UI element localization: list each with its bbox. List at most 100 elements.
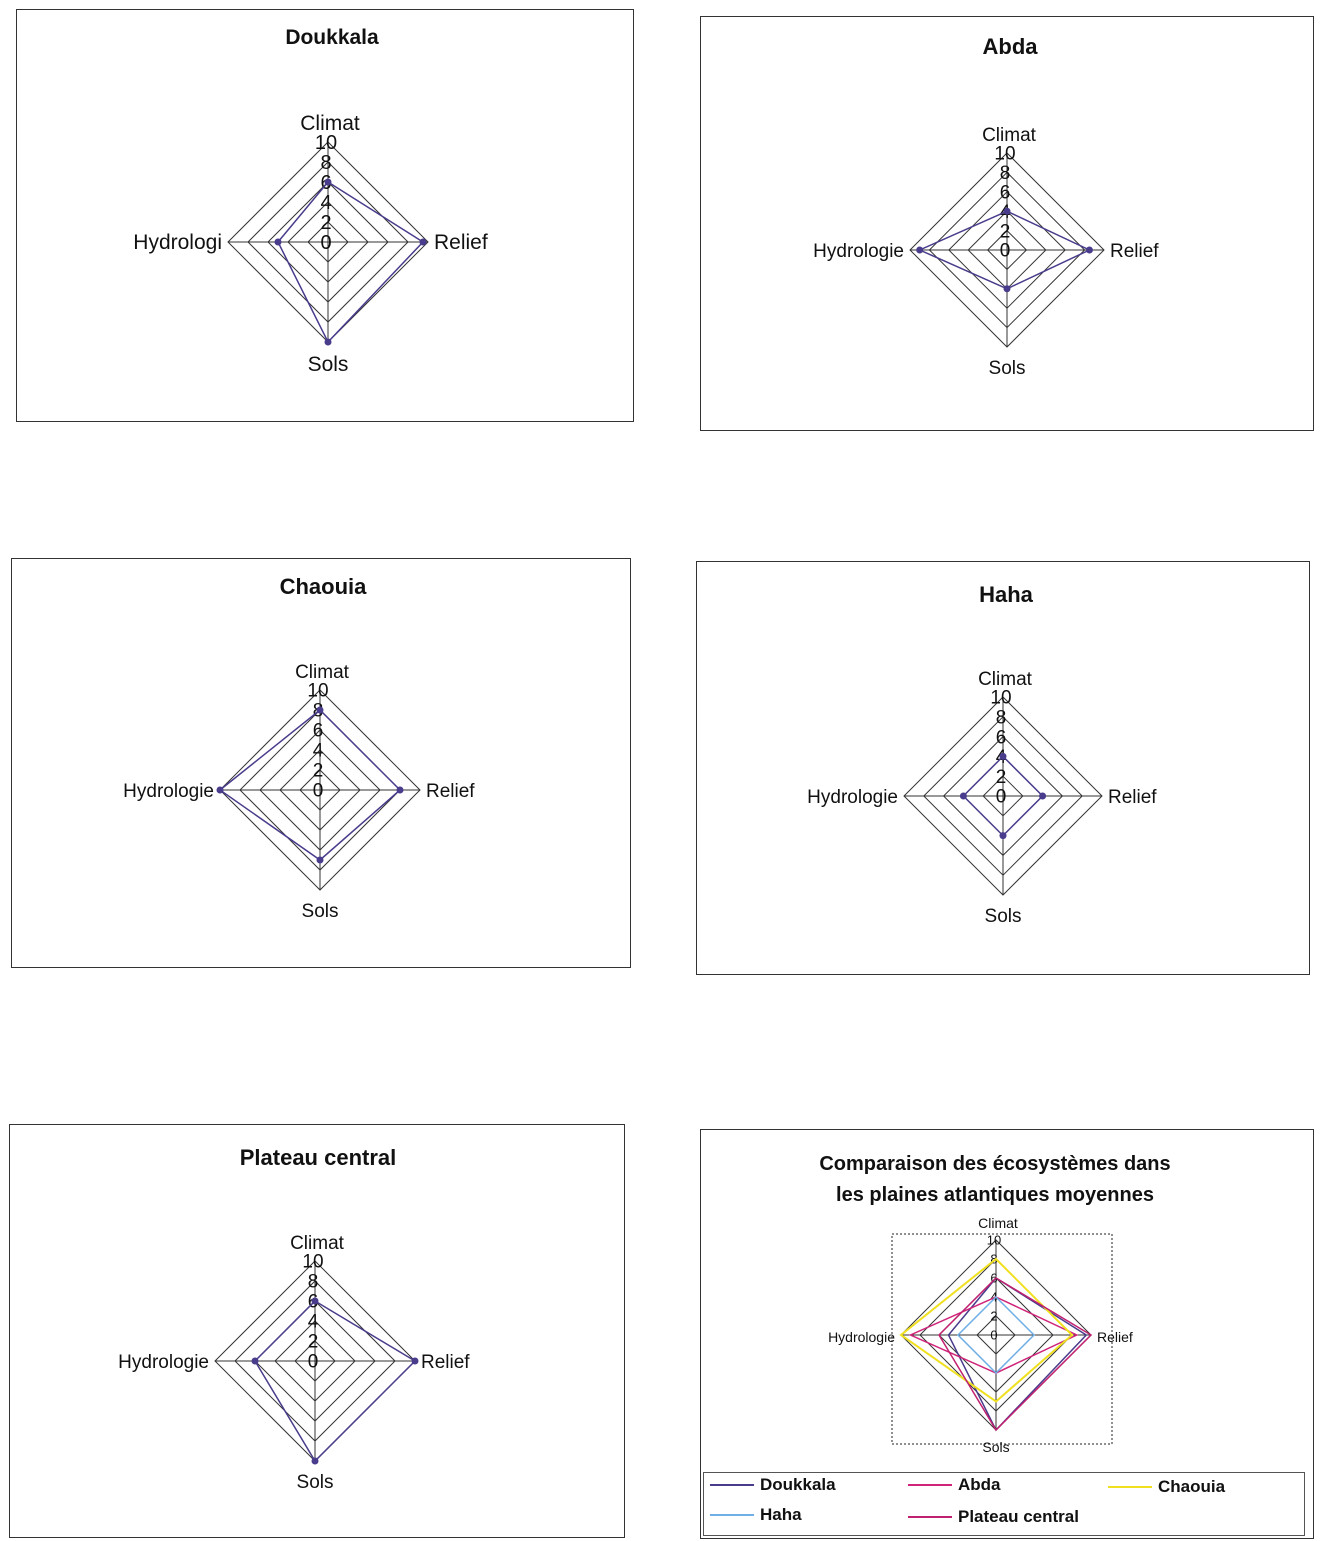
chart-panel-haha: Haha0246810ClimatReliefSolsHydrologie (696, 561, 1310, 975)
series-line-doukkala (947, 1277, 1088, 1432)
data-point-sols (1003, 285, 1011, 293)
data-point-relief (396, 786, 404, 794)
radar-chart-abda: Abda0246810ClimatReliefSolsHydrologie (813, 34, 1159, 379)
legend-swatch-chaouia (1108, 1486, 1152, 1488)
tick-label: 10 (994, 144, 1015, 165)
legend-item-haha: Haha (710, 1505, 802, 1525)
chart-title: Haha (979, 582, 1034, 607)
data-point-climat (999, 752, 1007, 760)
tick-label: 10 (315, 132, 337, 154)
data-point-climat (311, 1297, 319, 1305)
tick-label: 6 (990, 1271, 997, 1286)
tick-label: 8 (996, 707, 1007, 728)
legend-swatch-abda (908, 1484, 952, 1486)
radar-chart-haha: Haha0246810ClimatReliefSolsHydrologie (807, 582, 1157, 927)
axis-label-relief: Relief (1110, 241, 1159, 262)
tick-label: 8 (1000, 163, 1011, 184)
tick-label: 2 (320, 212, 331, 234)
legend-label: Doukkala (760, 1475, 836, 1494)
data-point-hydrologie (916, 246, 924, 254)
axis-label-relief: Relief (421, 1352, 470, 1373)
tick-label: 4 (990, 1290, 997, 1305)
data-point-sols (311, 1457, 319, 1465)
axis-label-relief: Relief (1108, 787, 1157, 808)
axis-label-sols: Sols (989, 358, 1026, 379)
data-point-hydrologie (959, 792, 967, 800)
chart-panel-abda: Abda0246810ClimatReliefSolsHydrologie (700, 16, 1314, 431)
axis-label-hydrologie: Hydrologie (828, 1329, 895, 1345)
chart-panel-doukkala: Doukkala0246810ClimatReliefSolsHydrologi (16, 9, 634, 422)
tick-label: 10 (987, 1233, 1001, 1248)
data-point-hydrologi (274, 238, 282, 246)
tick-label: 0 (308, 1352, 319, 1373)
axis-label-sols: Sols (297, 1472, 334, 1493)
tick-label: 2 (1000, 221, 1011, 242)
legend-label: Abda (958, 1475, 1001, 1494)
legend: Doukkala Abda Chaouia Haha Plateau centr… (703, 1472, 1305, 1536)
axis-label-hydrologie: Hydrologie (118, 1352, 209, 1373)
tick-label: 8 (320, 152, 331, 174)
axis-label-climat: Climat (300, 112, 360, 135)
axis-label-hydrologie: Hydrologie (807, 787, 898, 808)
data-point-relief (1085, 246, 1093, 254)
legend-item-abda: Abda (908, 1475, 1001, 1495)
tick-label: 10 (302, 1252, 323, 1273)
radar-chart-doukkala: Doukkala0246810ClimatReliefSolsHydrologi (133, 26, 488, 376)
axis-label-sols: Sols (985, 906, 1022, 927)
chart-panel-plateau-central: Plateau central0246810ClimatReliefSolsHy… (9, 1124, 625, 1538)
chart-panel-comparaison: Comparaison des écosystèmes dans les plai… (700, 1129, 1314, 1539)
tick-label: 4 (308, 1312, 319, 1333)
tick-label: 2 (313, 761, 324, 782)
chart-panel-chaouia: Chaouia0246810ClimatReliefSolsHydrologie (11, 558, 631, 968)
tick-label: 4 (320, 192, 331, 214)
series-line-haha (956, 1295, 1036, 1375)
tick-label: 0 (320, 232, 331, 254)
chart-title: Chaouia (280, 574, 368, 599)
chart-title: Comparaison des écosystèmes dans les plai… (819, 1153, 1170, 1206)
axis-label-hydrologie: Hydrologie (123, 781, 214, 802)
axis-label-sols: Sols (302, 901, 339, 922)
legend-swatch-plateau-central (908, 1516, 952, 1518)
tick-label: 6 (1000, 182, 1011, 203)
tick-label: 2 (308, 1332, 319, 1353)
tick-label: 8 (990, 1252, 997, 1267)
radar-chart-chaouia: Chaouia0246810ClimatReliefSolsHydrologie (123, 574, 475, 922)
axis-label-climat: Climat (978, 1215, 1018, 1231)
legend-item-doukkala: Doukkala (710, 1475, 836, 1495)
tick-label: 6 (996, 727, 1007, 748)
legend-item-chaouia: Chaouia (1108, 1477, 1225, 1497)
data-point-sols (324, 338, 332, 346)
data-point-sols (999, 832, 1007, 840)
tick-label: 8 (308, 1272, 319, 1293)
data-point-climat (324, 178, 332, 186)
chart-title: Doukkala (285, 26, 379, 49)
tick-label: 10 (307, 681, 328, 702)
axis-label-relief: Relief (426, 781, 475, 802)
tick-label: 6 (313, 721, 324, 742)
axis-label-relief: Relief (1097, 1329, 1133, 1345)
axis-label-hydrologi: Hydrologi (133, 231, 222, 254)
legend-item-plateau-central: Plateau central (908, 1507, 1079, 1527)
tick-label: 2 (996, 767, 1007, 788)
tick-label: 0 (996, 787, 1007, 808)
chart-title: Plateau central (240, 1145, 397, 1170)
legend-label: Haha (760, 1505, 802, 1524)
series-line-plateau-central (938, 1277, 1093, 1432)
axis-label-sols: Sols (982, 1439, 1009, 1455)
legend-label: Plateau central (958, 1507, 1079, 1526)
legend-label: Chaouia (1158, 1477, 1226, 1496)
tick-label: 0 (313, 781, 324, 802)
tick-label: 0 (990, 1328, 997, 1343)
data-point-climat (1003, 207, 1011, 215)
legend-swatch-haha (710, 1514, 754, 1516)
axis-label-climat: Climat (978, 669, 1033, 690)
series-line-chaouia (899, 1257, 1074, 1403)
data-point-relief (1039, 792, 1047, 800)
axis-label-climat: Climat (982, 125, 1037, 146)
data-point-relief (419, 238, 427, 246)
data-point-hydrologie (251, 1357, 259, 1365)
data-point-hydrologie (216, 786, 224, 794)
legend-swatch-doukkala (710, 1484, 754, 1486)
chart-title: Abda (983, 34, 1039, 59)
axis-label-climat: Climat (295, 662, 350, 683)
